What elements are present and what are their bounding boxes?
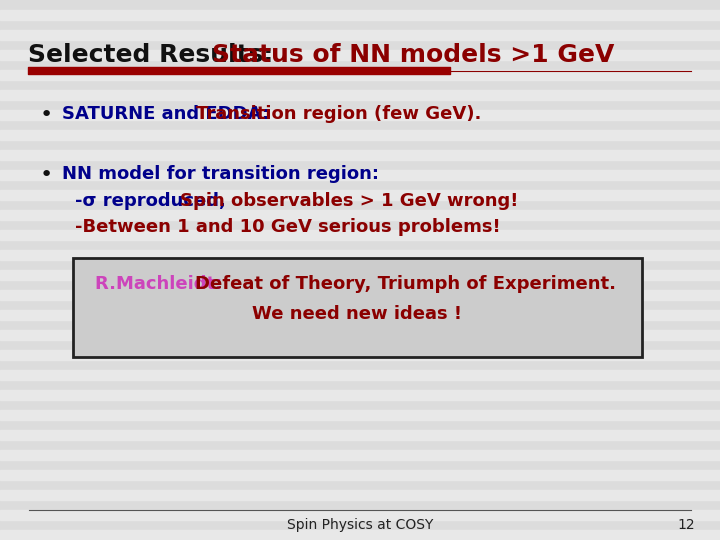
Text: •: • — [40, 165, 53, 185]
Bar — [0, 430, 720, 440]
Text: NN model for transition region:: NN model for transition region: — [62, 165, 379, 183]
Bar — [0, 150, 720, 160]
Bar — [0, 110, 720, 120]
Text: Defeat of Theory, Triumph of Experiment.: Defeat of Theory, Triumph of Experiment. — [195, 275, 616, 293]
Bar — [0, 170, 720, 180]
Bar — [0, 30, 720, 40]
Text: -σ reproduced,: -σ reproduced, — [75, 192, 232, 210]
Bar — [0, 130, 720, 140]
Bar — [0, 390, 720, 400]
Bar — [0, 210, 720, 220]
Text: •: • — [40, 105, 53, 125]
Bar — [0, 510, 720, 520]
Bar — [0, 70, 720, 80]
Bar — [0, 350, 720, 360]
Text: 12: 12 — [678, 518, 695, 532]
Text: -Between 1 and 10 GeV serious problems!: -Between 1 and 10 GeV serious problems! — [75, 218, 500, 236]
Bar — [0, 450, 720, 460]
Text: Transition region (few GeV).: Transition region (few GeV). — [196, 105, 482, 123]
Text: Spin Physics at COSY: Spin Physics at COSY — [287, 518, 433, 532]
Text: R.Machleidt:: R.Machleidt: — [95, 275, 228, 293]
Text: We need new ideas !: We need new ideas ! — [252, 305, 462, 323]
Bar — [0, 270, 720, 280]
Bar — [0, 470, 720, 480]
Text: Status of NN models >1 GeV: Status of NN models >1 GeV — [212, 43, 614, 67]
Bar — [0, 190, 720, 200]
Bar — [0, 530, 720, 540]
Bar — [0, 310, 720, 320]
Text: Spin observables > 1 GeV wrong!: Spin observables > 1 GeV wrong! — [180, 192, 518, 210]
Bar — [0, 230, 720, 240]
Bar — [0, 250, 720, 260]
Bar — [0, 490, 720, 500]
Bar — [0, 90, 720, 100]
Bar — [0, 290, 720, 300]
Bar — [0, 330, 720, 340]
Bar — [0, 50, 720, 60]
Text: SATURNE and EDDA:: SATURNE and EDDA: — [62, 105, 275, 123]
Bar — [0, 10, 720, 20]
Bar — [0, 370, 720, 380]
Bar — [0, 410, 720, 420]
FancyBboxPatch shape — [73, 258, 642, 357]
Text: Selected Results:: Selected Results: — [28, 43, 282, 67]
